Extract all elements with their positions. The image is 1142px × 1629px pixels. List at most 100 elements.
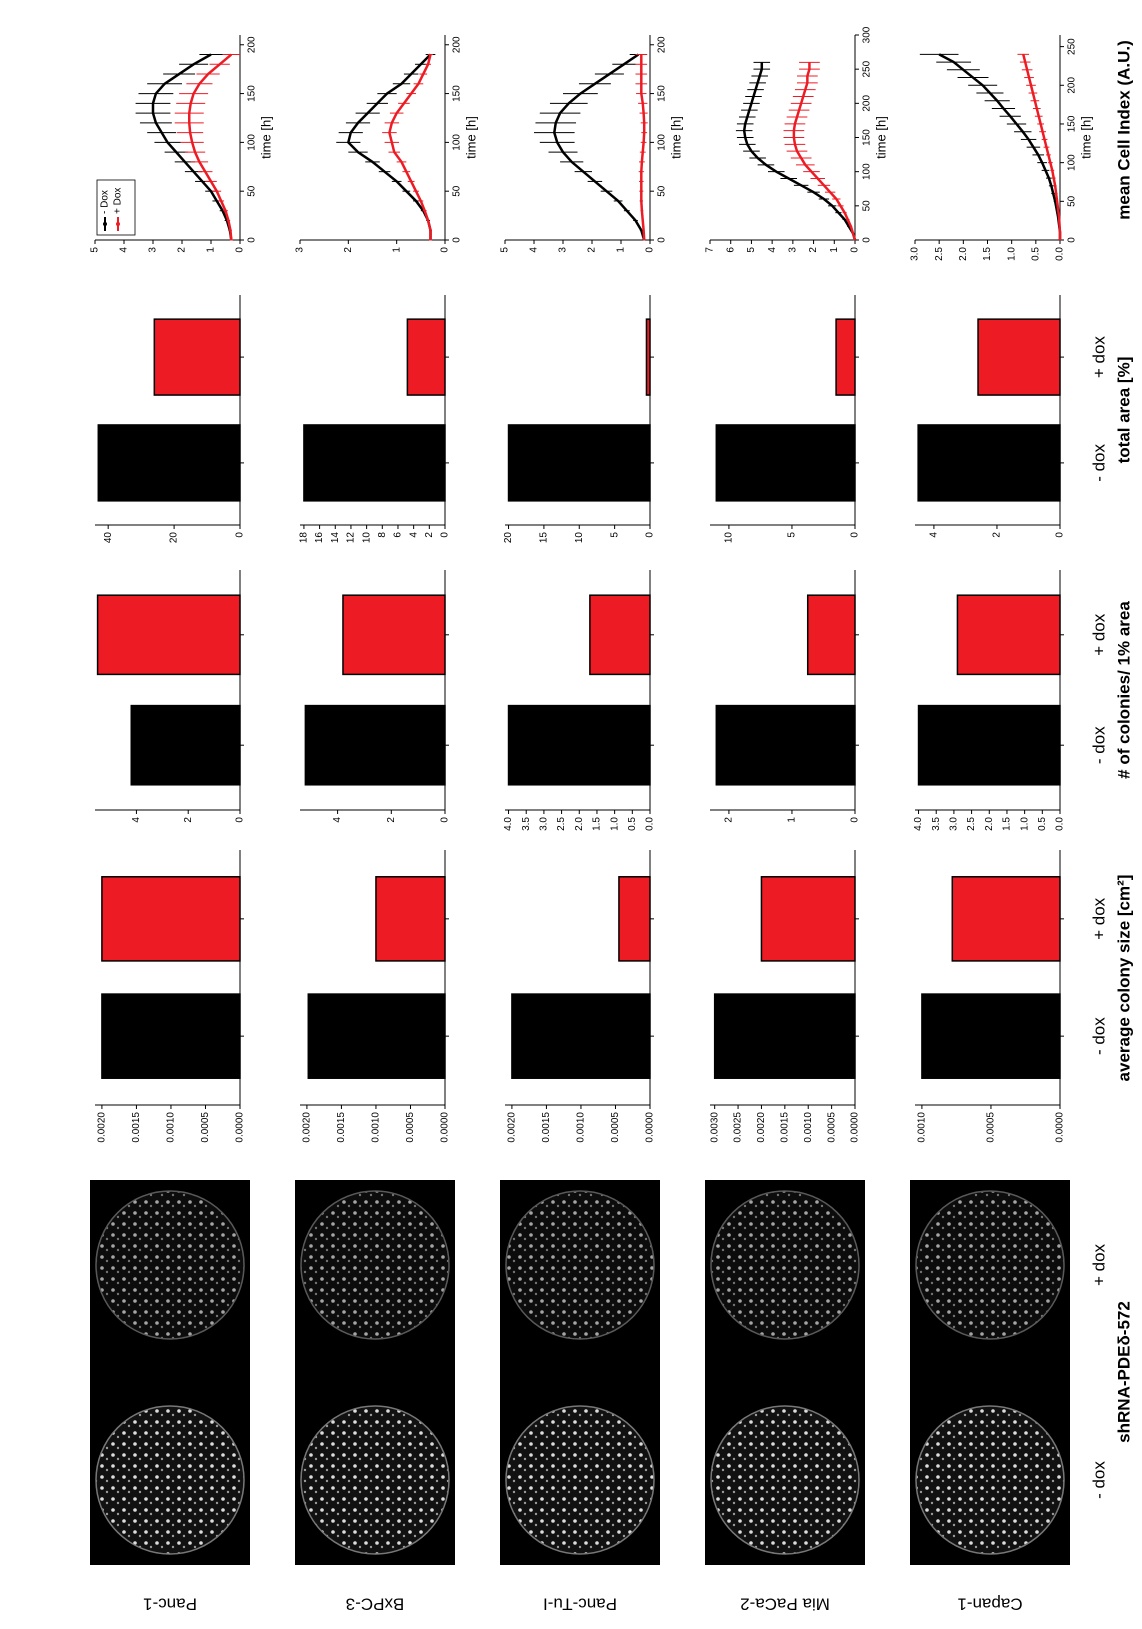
- y-tick-label: 0.0020: [507, 1112, 518, 1143]
- y-tick-label: 3.5: [931, 817, 942, 831]
- y-tick-label: 18: [299, 532, 310, 544]
- x-tick-label: 50: [657, 185, 668, 197]
- bar: [305, 706, 445, 785]
- y-tick-label: 0.0030: [709, 1112, 720, 1143]
- y-tick-label: 4.0: [913, 817, 924, 831]
- x-tick-label: 100: [247, 134, 258, 151]
- y-tick-label: 0.0015: [779, 1112, 790, 1143]
- y-tick-label: 5: [90, 247, 101, 253]
- cell-line-label: BxPC-3: [346, 1595, 405, 1614]
- y-tick-label: 0.0025: [733, 1112, 744, 1143]
- colony-well: [711, 1406, 859, 1554]
- y-tick-label: 3: [295, 247, 306, 253]
- x-tick-label: 150: [657, 85, 668, 102]
- bar: [407, 319, 445, 395]
- y-tick-label: 3.0: [910, 247, 921, 261]
- y-tick-label: 0.0020: [756, 1112, 767, 1143]
- x-tick-label: 150: [1067, 115, 1078, 132]
- y-tick-label: 7: [705, 247, 716, 253]
- column-title: average colony size [cm²]: [1114, 875, 1133, 1082]
- x-tick-label: 100: [657, 134, 668, 151]
- bar: [957, 595, 1060, 674]
- y-tick-label: 0: [440, 532, 451, 538]
- bar: [978, 319, 1060, 395]
- colony-well: [301, 1406, 449, 1554]
- x-tick-label: 100: [862, 163, 873, 180]
- x-tick-label: 50: [247, 185, 258, 197]
- bar: [808, 595, 855, 674]
- x-tick-label: 200: [452, 36, 463, 53]
- y-tick-label: 1.5: [982, 247, 993, 261]
- y-tick-label: 2: [177, 247, 188, 253]
- x-tick-label: 150: [247, 85, 258, 102]
- y-tick-label: 1: [829, 247, 840, 253]
- x-tick-label: 150: [452, 85, 463, 102]
- series-line: [153, 55, 231, 240]
- colony-well: [916, 1406, 1064, 1554]
- y-tick-label: 0.0010: [166, 1112, 177, 1143]
- x-axis-label: time [h]: [463, 116, 478, 159]
- x-tick-label: 200: [657, 36, 668, 53]
- y-tick-label: 0.0: [1055, 247, 1066, 261]
- x-tick-label: 200: [247, 36, 258, 53]
- y-tick-label: 2: [424, 532, 435, 538]
- x-tick-label: 0: [862, 237, 873, 243]
- bar: [619, 877, 650, 961]
- y-tick-label: 5: [746, 247, 757, 253]
- y-tick-label: 0.0015: [541, 1112, 552, 1143]
- y-tick-label: 1: [391, 247, 402, 253]
- y-tick-label: 2.5: [556, 817, 567, 831]
- cell-line-label: Panc-1: [143, 1595, 197, 1614]
- series-line: [189, 55, 231, 240]
- y-tick-label: 2: [587, 247, 598, 253]
- y-tick-label: 14: [330, 532, 341, 544]
- y-tick-label: 2.0: [984, 817, 995, 831]
- y-tick-label: 0: [440, 817, 451, 823]
- y-tick-label: 0.0015: [336, 1112, 347, 1143]
- y-tick-label: 0: [440, 247, 451, 253]
- cell-line-label: Capan-1: [957, 1595, 1022, 1614]
- y-tick-label: 0.0005: [200, 1112, 211, 1143]
- y-tick-label: 0: [235, 247, 246, 253]
- y-tick-label: 4.0: [503, 817, 514, 831]
- column-title: total area [%]: [1114, 357, 1133, 464]
- x-tick-label: 0: [452, 237, 463, 243]
- y-tick-label: 2: [386, 817, 397, 823]
- y-tick-label: 1: [616, 247, 627, 253]
- y-tick-label: 0.0010: [917, 1112, 928, 1143]
- y-tick-label: 0.0: [1055, 817, 1066, 831]
- x-tick-label: 300: [862, 26, 873, 43]
- bar: [131, 706, 240, 785]
- y-tick-label: 0: [850, 532, 861, 538]
- y-tick-label: 0: [850, 247, 861, 253]
- series-line: [389, 55, 430, 240]
- y-tick-label: 6: [725, 247, 736, 253]
- bar: [512, 994, 650, 1078]
- legend-label: - Dox: [100, 190, 111, 214]
- colony-well: [506, 1191, 654, 1339]
- y-tick-label: 0.5: [1037, 817, 1048, 831]
- legend-marker: [116, 222, 120, 226]
- bar: [646, 319, 650, 395]
- y-tick-label: 20: [169, 532, 180, 544]
- y-tick-label: 0.0005: [826, 1112, 837, 1143]
- x-axis-label: time [h]: [873, 116, 888, 159]
- y-tick-label: 1.0: [1006, 247, 1017, 261]
- bar: [376, 877, 445, 961]
- y-tick-label: 4: [767, 247, 778, 253]
- y-tick-label: 3: [558, 247, 569, 253]
- y-tick-label: 0: [235, 532, 246, 538]
- y-tick-label: 5: [609, 532, 620, 538]
- y-tick-label: 2: [183, 817, 194, 823]
- y-tick-label: 10: [724, 532, 735, 544]
- bar: [102, 877, 240, 961]
- figure: shRNA-PDEδ-572 - dox + dox average colon…: [0, 0, 1142, 1629]
- x-axis-label: time [h]: [258, 116, 273, 159]
- x-tick-label: 250: [862, 60, 873, 77]
- y-tick-label: 8: [377, 532, 388, 538]
- y-tick-label: 4: [929, 532, 940, 538]
- y-tick-label: 0.0020: [302, 1112, 313, 1143]
- y-tick-label: 1.5: [592, 817, 603, 831]
- colony-well: [711, 1191, 859, 1339]
- y-tick-label: 2: [343, 247, 354, 253]
